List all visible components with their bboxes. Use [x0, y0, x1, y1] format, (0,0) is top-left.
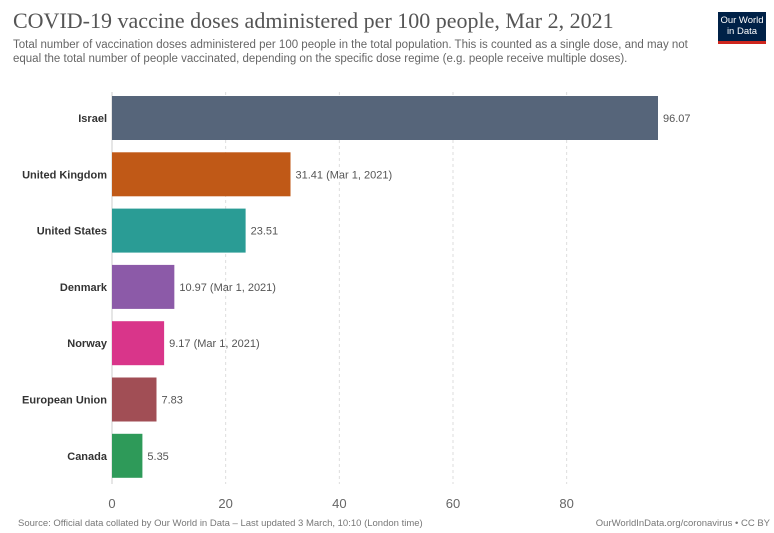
bar-israel — [112, 96, 658, 140]
value-label: 31.41 (Mar 1, 2021) — [296, 169, 393, 181]
bar-united-states — [112, 208, 246, 253]
owid-logo[interactable]: Our World in Data — [718, 12, 766, 44]
value-label: 7.83 — [162, 395, 183, 407]
bar-canada — [112, 433, 143, 478]
bar-denmark — [112, 264, 175, 309]
value-label: 23.51 — [251, 226, 279, 238]
value-label: 9.17 (Mar 1, 2021) — [169, 338, 260, 350]
category-label: Norway — [67, 338, 108, 350]
logo-line-2: in Data — [726, 26, 758, 37]
bar-united-kingdom — [112, 152, 291, 197]
logo-line-1: Our World — [720, 15, 764, 26]
chart-subtitle: Total number of vaccination doses admini… — [13, 39, 688, 65]
category-label: United Kingdom — [22, 169, 107, 181]
value-labels: 96.07 31.41 (Mar 1, 2021) 23.51 10.97 (Mar … — [147, 113, 690, 463]
bar-norway — [112, 321, 165, 366]
category-label: Canada — [67, 451, 108, 463]
source-note: Source: Official data collated by Our Wo… — [18, 518, 423, 529]
value-label: 5.35 — [147, 451, 168, 463]
bar-european-union — [112, 377, 157, 422]
x-axis-ticks: 0 20 40 60 80 — [108, 496, 574, 511]
x-tick-label: 20 — [218, 496, 232, 511]
source-link[interactable]: OurWorldInData.org/coronavirus • CC BY — [595, 518, 770, 529]
category-label: Israel — [78, 113, 107, 125]
x-tick-label: 0 — [108, 496, 115, 511]
category-labels: Israel United Kingdom United States Denmark… — [22, 113, 108, 463]
bars — [112, 96, 658, 478]
x-tick-label: 60 — [446, 496, 460, 511]
category-label: United States — [37, 226, 107, 238]
x-tick-label: 80 — [559, 496, 573, 511]
value-label: 96.07 — [663, 113, 691, 125]
x-tick-label: 40 — [332, 496, 346, 511]
chart-title: COVID-19 vaccine doses administered per … — [13, 8, 614, 33]
category-label: European Union — [22, 395, 107, 407]
value-label: 10.97 (Mar 1, 2021) — [179, 282, 276, 294]
category-label: Denmark — [60, 282, 108, 294]
